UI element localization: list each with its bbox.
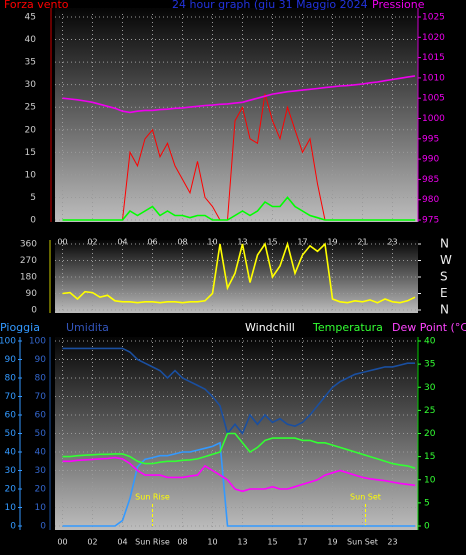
y-tick-label: 40 bbox=[25, 35, 37, 45]
annotation: Sun Set bbox=[350, 493, 381, 502]
x-tick-label: 00 bbox=[57, 538, 67, 547]
y2-tick-label: 1010 bbox=[422, 73, 445, 83]
y-tick-label: 0 bbox=[30, 216, 36, 226]
y-tick-label: 90 bbox=[26, 289, 38, 299]
series-line bbox=[62, 241, 416, 304]
x-tick-label: 17 bbox=[297, 538, 307, 547]
y3-tick-label: 0 bbox=[10, 522, 16, 532]
y2-tick-label: 25 bbox=[424, 406, 435, 416]
y-tick-label: 10 bbox=[25, 170, 37, 180]
y2-tick-label: N bbox=[440, 237, 449, 251]
y-tick-label: 40 bbox=[35, 448, 47, 458]
y-tick-label: 30 bbox=[35, 466, 47, 476]
y-tick-label: 20 bbox=[25, 125, 37, 135]
y-tick-label: 45 bbox=[25, 13, 36, 23]
x-tick-label: 08 bbox=[177, 538, 187, 547]
x-tick-label: Sun Set bbox=[347, 538, 378, 547]
legend-label: Windchill bbox=[245, 321, 295, 334]
y2-tick-label: 10 bbox=[424, 475, 436, 485]
y-tick-label: 100 bbox=[29, 337, 46, 347]
y-tick-label: 30 bbox=[25, 80, 37, 90]
y3-tick-label: 70 bbox=[5, 392, 17, 402]
x-tick-label: 04 bbox=[117, 538, 127, 547]
y3-tick-label: 50 bbox=[5, 429, 17, 439]
x-tick-label: 23 bbox=[387, 538, 397, 547]
y3-tick-label: 60 bbox=[5, 411, 17, 421]
y2-tick-label: 1020 bbox=[422, 33, 445, 43]
y2-tick-label: 1015 bbox=[422, 53, 445, 63]
annotation: Sun Rise bbox=[135, 493, 170, 502]
y2-tick-label: 30 bbox=[424, 383, 436, 393]
chart-title: 24 hour graph (giu 31 Maggio 2024 bbox=[172, 0, 368, 11]
y-tick-label: 60 bbox=[35, 411, 47, 421]
y2-tick-label: 1000 bbox=[422, 114, 445, 124]
y-tick-label: 70 bbox=[35, 392, 47, 402]
y3-tick-label: 80 bbox=[5, 374, 17, 384]
y2-tick-label: 40 bbox=[424, 337, 436, 347]
x-tick-label: 13 bbox=[237, 538, 247, 547]
y-tick-label: 20 bbox=[35, 485, 47, 495]
y2-tick-label: 995 bbox=[422, 134, 439, 144]
x-tick-label: 15 bbox=[267, 538, 277, 547]
legend-label: Umidita bbox=[66, 321, 109, 334]
legend-label: Dew Point (°C) bbox=[392, 321, 466, 334]
y-tick-label: 180 bbox=[20, 273, 37, 283]
y2-tick-label: 0 bbox=[424, 522, 430, 532]
x-tick-label: 19 bbox=[327, 538, 337, 547]
series-line bbox=[62, 75, 416, 114]
y2-tick-label: 1005 bbox=[422, 94, 445, 104]
panel-wind bbox=[55, 8, 418, 222]
y-tick-label: 0 bbox=[31, 306, 37, 316]
y-tick-label: 90 bbox=[35, 355, 47, 365]
y2-tick-label: 990 bbox=[422, 155, 439, 165]
y2-tick-label: N bbox=[440, 303, 449, 317]
legend-label: Pioggia bbox=[0, 321, 40, 334]
y2-tick-label: 5 bbox=[424, 498, 430, 508]
series-line bbox=[62, 441, 415, 527]
y3-tick-label: 90 bbox=[5, 355, 17, 365]
y-tick-label: 50 bbox=[35, 429, 47, 439]
y-tick-label: 360 bbox=[20, 240, 37, 250]
y2-tick-label: 985 bbox=[422, 175, 439, 185]
y3-tick-label: 30 bbox=[5, 466, 17, 476]
x-tick-label: 02 bbox=[87, 538, 97, 547]
y2-tick-label: E bbox=[440, 286, 448, 300]
x-tick-label: 10 bbox=[207, 538, 217, 547]
y-tick-label: 5 bbox=[30, 193, 36, 203]
x-tick-label: Sun Rise bbox=[135, 538, 170, 547]
y-tick-label: 25 bbox=[25, 103, 36, 113]
y2-axis-title: Pressione bbox=[372, 0, 425, 11]
y2-tick-label: 975 bbox=[422, 216, 439, 226]
y3-tick-label: 100 bbox=[0, 337, 16, 347]
series-line bbox=[62, 347, 415, 436]
y-tick-label: 270 bbox=[20, 256, 37, 266]
y2-tick-label: S bbox=[440, 270, 448, 284]
y-tick-label: 10 bbox=[35, 503, 47, 513]
y2-tick-label: 20 bbox=[424, 429, 436, 439]
y-tick-label: 80 bbox=[35, 374, 47, 384]
y2-tick-label: 980 bbox=[422, 195, 439, 205]
legend-label: Temperatura bbox=[312, 321, 383, 334]
y-axis-title: Forza vento bbox=[4, 0, 69, 11]
y2-tick-label: 35 bbox=[424, 360, 435, 370]
y2-tick-label: W bbox=[440, 253, 452, 267]
series-line bbox=[62, 456, 416, 493]
y-tick-label: 0 bbox=[40, 522, 46, 532]
y-tick-label: 35 bbox=[25, 58, 36, 68]
y3-tick-label: 40 bbox=[5, 448, 17, 458]
y2-tick-label: 15 bbox=[424, 452, 435, 462]
y3-tick-label: 10 bbox=[5, 503, 17, 513]
series-line bbox=[62, 432, 416, 469]
y3-tick-label: 20 bbox=[5, 485, 17, 495]
y-tick-label: 15 bbox=[25, 148, 36, 158]
y2-tick-label: 1025 bbox=[422, 13, 445, 23]
series-line bbox=[62, 196, 415, 221]
